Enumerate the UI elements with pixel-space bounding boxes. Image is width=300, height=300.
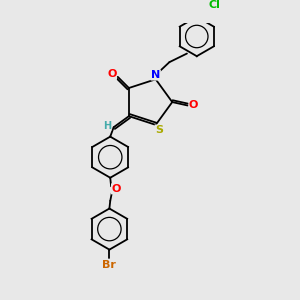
Text: Cl: Cl xyxy=(208,0,220,10)
Text: O: O xyxy=(112,184,121,194)
Text: H: H xyxy=(103,121,111,130)
Text: Br: Br xyxy=(102,260,116,270)
Text: S: S xyxy=(155,125,163,135)
Text: N: N xyxy=(151,70,160,80)
Text: O: O xyxy=(107,69,116,79)
Text: O: O xyxy=(189,100,198,110)
